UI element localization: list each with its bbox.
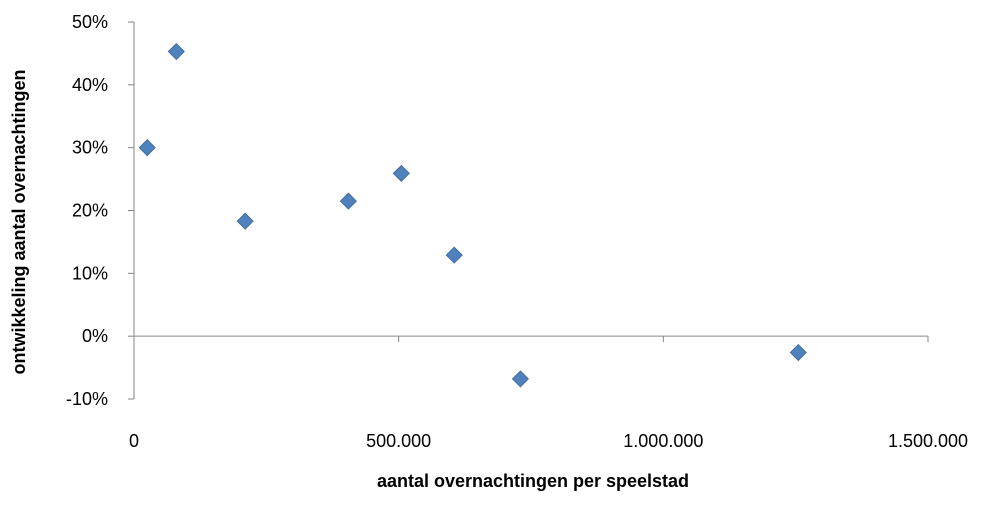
y-tick-label: -10% (66, 389, 108, 409)
data-point (445, 246, 463, 264)
y-tick-label: 20% (72, 201, 108, 221)
y-tick-label: 40% (72, 75, 108, 95)
data-points (138, 42, 807, 388)
x-axis-ticks: 0 500.000 1.000.000 1.500.000 (129, 336, 968, 451)
x-tick-label: 500.000 (366, 431, 431, 451)
y-tick-label: 50% (72, 12, 108, 32)
y-tick-label: 10% (72, 263, 108, 283)
data-point (236, 212, 254, 230)
x-tick-label: 0 (129, 431, 139, 451)
x-axis-title: aantal overnachtingen per speelstad (377, 471, 689, 491)
data-point (789, 343, 807, 362)
data-point (138, 139, 156, 157)
y-tick-label: 30% (72, 138, 108, 158)
data-point (511, 370, 529, 388)
y-axis-ticks: 50% 40% 30% 20% 10% 0% -10% (66, 12, 134, 409)
x-tick-label: 1.000.000 (623, 431, 703, 451)
data-point (167, 42, 185, 61)
data-point (339, 192, 357, 210)
y-axis-title: ontwikkeling aantal overnachtingen (9, 69, 29, 374)
x-tick-label: 1.500.000 (888, 431, 968, 451)
data-point (392, 164, 410, 182)
y-tick-label: 0% (82, 326, 108, 346)
